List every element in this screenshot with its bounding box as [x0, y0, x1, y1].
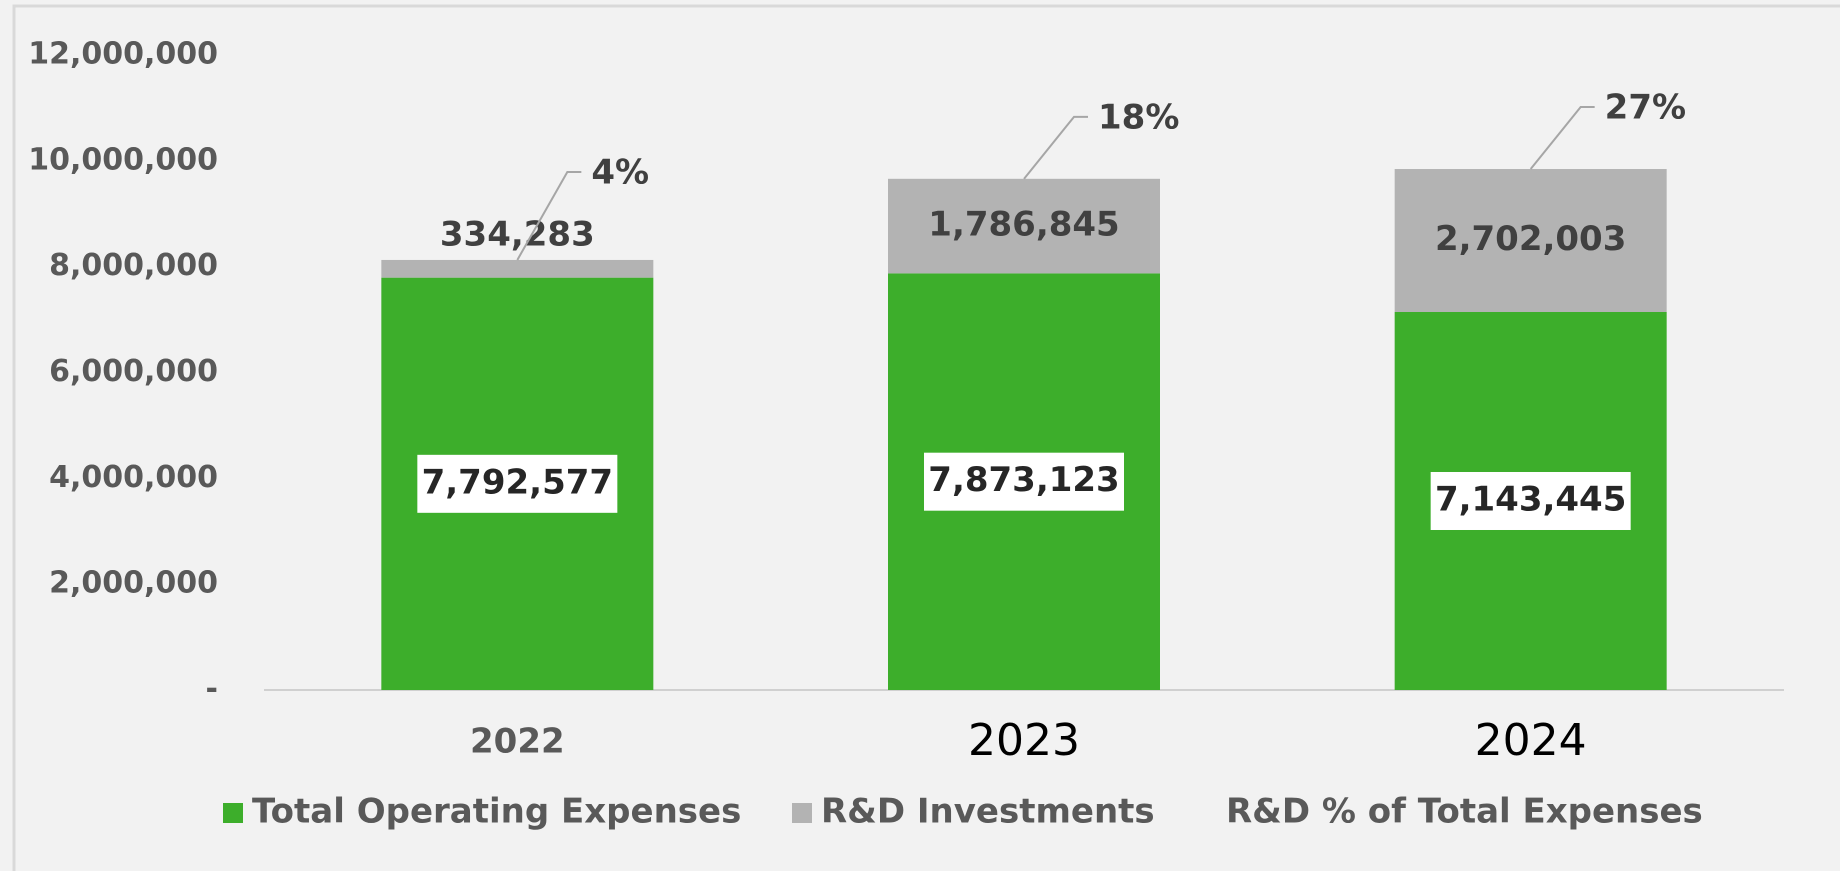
data-label: 1,786,845	[928, 205, 1119, 245]
percent-label: 4%	[591, 152, 649, 192]
x-tick-label: 2022	[470, 722, 565, 762]
data-label: 7,873,123	[928, 460, 1119, 500]
legend-label: R&D Investments	[821, 792, 1155, 832]
leader-line	[1023, 115, 1088, 180]
y-tick-label: 2,000,000	[49, 566, 218, 601]
y-tick-label: 8,000,000	[49, 248, 218, 283]
data-label: 334,283	[440, 214, 595, 254]
x-tick-label: 2024	[1475, 715, 1587, 766]
bar-segment	[381, 259, 654, 278]
legend-swatch	[223, 803, 243, 823]
y-tick-label: 10,000,000	[28, 142, 218, 177]
legend-label: R&D % of Total Expenses	[1226, 792, 1703, 832]
bar-segment	[1394, 169, 1667, 312]
legend-label: Total Operating Expenses	[252, 792, 741, 832]
bar-segment	[888, 178, 1160, 274]
y-tick-label: 12,000,000	[28, 37, 218, 72]
x-tick-label: 2023	[968, 715, 1080, 766]
data-label: 7,792,577	[422, 462, 613, 502]
legend-swatch	[792, 803, 812, 823]
data-label-box	[417, 454, 618, 513]
data-label-box	[1430, 471, 1631, 530]
y-tick-label: 6,000,000	[49, 354, 218, 389]
data-label: 7,143,445	[1435, 479, 1626, 519]
y-tick-label: 4,000,000	[49, 460, 218, 495]
leader-line	[516, 170, 582, 261]
y-tick-label: -	[206, 672, 218, 707]
percent-label: 27%	[1605, 88, 1686, 128]
data-label: 2,702,003	[1435, 219, 1626, 259]
percent-label: 18%	[1098, 97, 1179, 137]
data-label-box	[924, 452, 1124, 511]
leader-line	[1529, 106, 1595, 170]
